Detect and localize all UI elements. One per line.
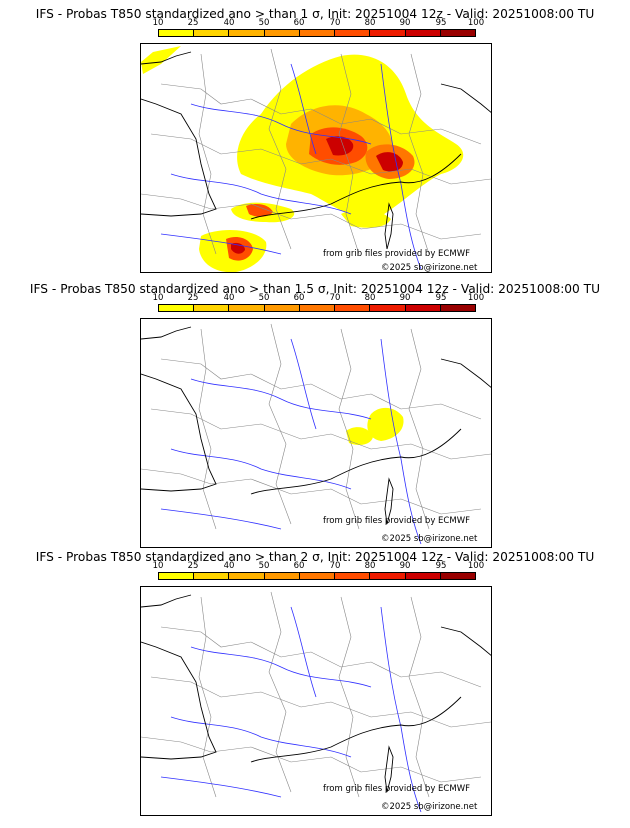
colorbar-segment — [405, 573, 441, 579]
colorbar-segment — [194, 30, 230, 36]
tick-label: 80 — [364, 293, 376, 303]
admin-borders — [141, 48, 491, 255]
probability-map: from grib files provided by ECMWF ©2025 … — [140, 43, 492, 273]
tick-label: 40 — [223, 18, 235, 28]
tick-label: 80 — [364, 18, 376, 28]
tick-label: 95 — [435, 293, 447, 303]
tick-label: 70 — [329, 561, 341, 571]
colorbar-segment — [229, 30, 265, 36]
tick-label: 90 — [399, 18, 411, 28]
probability-field — [346, 407, 404, 445]
colorbar-segment — [335, 305, 371, 311]
rivers — [160, 606, 422, 813]
copyright-text: ©2025 sb@irizone.net — [381, 534, 478, 544]
colorbar-segment — [264, 305, 300, 311]
map-graphic — [141, 591, 491, 813]
colorbar — [158, 29, 476, 37]
colorbar-segment — [229, 573, 265, 579]
probability-field — [141, 46, 464, 272]
source-credit: from grib files provided by ECMWF — [323, 516, 470, 526]
rivers — [160, 338, 422, 545]
tick-label: 10 — [152, 293, 164, 303]
colorbar-segment — [299, 305, 336, 311]
probability-map: from grib files provided by ECMWF ©2025 … — [140, 586, 492, 816]
tick-label: 90 — [399, 561, 411, 571]
colorbar-ticks: 10 25 40 50 60 70 80 90 95 100 — [153, 561, 485, 572]
tick-label: 40 — [223, 561, 235, 571]
tick-label: 100 — [467, 18, 485, 28]
probability-map: from grib files provided by ECMWF ©2025 … — [140, 318, 492, 548]
tick-label: 80 — [364, 561, 376, 571]
admin-borders — [141, 323, 491, 530]
colorbar-segment — [405, 305, 441, 311]
colorbar-segment — [335, 30, 371, 36]
colorbar-segment — [370, 305, 406, 311]
tick-label: 25 — [187, 18, 199, 28]
coastline — [141, 51, 491, 250]
colorbar-segment — [440, 305, 475, 311]
coastline — [141, 326, 491, 525]
panel-title: IFS - Probas T850 standardized ano > tha… — [29, 282, 601, 296]
tick-label: 70 — [329, 18, 341, 28]
colorbar-segment — [159, 573, 195, 579]
panel-title: IFS - Probas T850 standardized ano > tha… — [35, 550, 595, 564]
map-graphic — [141, 46, 491, 272]
tick-label: 60 — [293, 293, 305, 303]
colorbar-segment — [370, 573, 406, 579]
colorbar-segment — [299, 573, 336, 579]
colorbar-segment — [159, 305, 195, 311]
tick-label: 50 — [258, 293, 270, 303]
colorbar-segment — [440, 30, 475, 36]
tick-label: 10 — [152, 561, 164, 571]
colorbar-segment — [370, 30, 406, 36]
tick-label: 60 — [293, 18, 305, 28]
tick-label: 50 — [258, 561, 270, 571]
copyright-text: ©2025 sb@irizone.net — [381, 802, 478, 812]
map-panel-3: IFS - Probas T850 standardized ano > tha… — [0, 549, 630, 819]
tick-label: 90 — [399, 293, 411, 303]
rivers — [160, 63, 422, 270]
colorbar-segment — [335, 573, 371, 579]
map-graphic — [141, 323, 491, 545]
tick-label: 60 — [293, 561, 305, 571]
coastline — [141, 594, 491, 793]
colorbar-segment — [440, 573, 475, 579]
map-panel-2: IFS - Probas T850 standardized ano > tha… — [0, 281, 630, 551]
colorbar — [158, 304, 476, 312]
colorbar-segment — [159, 30, 195, 36]
admin-borders — [141, 591, 491, 798]
map-panel-1: IFS - Probas T850 standardized ano > tha… — [0, 6, 630, 276]
colorbar-segment — [194, 305, 230, 311]
colorbar — [158, 572, 476, 580]
tick-label: 100 — [467, 561, 485, 571]
colorbar-segment — [264, 573, 300, 579]
source-credit: from grib files provided by ECMWF — [323, 249, 470, 259]
tick-label: 40 — [223, 293, 235, 303]
tick-label: 25 — [187, 293, 199, 303]
tick-label: 10 — [152, 18, 164, 28]
colorbar-segment — [264, 30, 300, 36]
tick-label: 25 — [187, 561, 199, 571]
tick-label: 95 — [435, 561, 447, 571]
tick-label: 95 — [435, 18, 447, 28]
colorbar-segment — [299, 30, 336, 36]
colorbar-segment — [229, 305, 265, 311]
panel-title: IFS - Probas T850 standardized ano > tha… — [35, 7, 595, 21]
tick-label: 70 — [329, 293, 341, 303]
copyright-text: ©2025 sb@irizone.net — [381, 263, 478, 273]
colorbar-ticks: 10 25 40 50 60 70 80 90 95 100 — [153, 293, 485, 304]
tick-label: 50 — [258, 18, 270, 28]
tick-label: 100 — [467, 293, 485, 303]
colorbar-segment — [194, 573, 230, 579]
source-credit: from grib files provided by ECMWF — [323, 784, 470, 794]
colorbar-ticks: 10 25 40 50 60 70 80 90 95 100 — [153, 18, 485, 29]
colorbar-segment — [405, 30, 441, 36]
